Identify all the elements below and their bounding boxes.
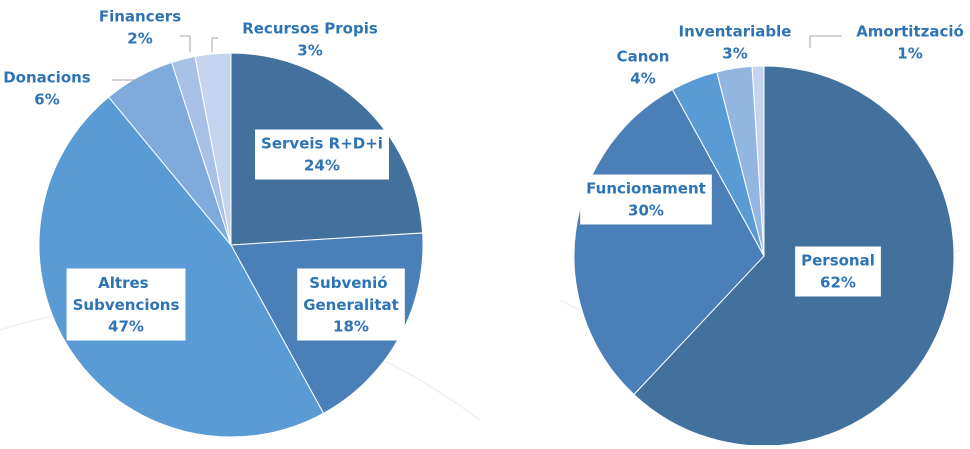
label-box <box>255 129 389 180</box>
label-box <box>580 174 712 225</box>
leader-line <box>211 37 218 52</box>
category-label: Financers <box>99 8 181 26</box>
value-label: 1% <box>897 45 922 63</box>
slice-label: Personal 62% <box>795 246 881 297</box>
value-label: 6% <box>34 91 59 109</box>
category-label: Donacions <box>3 69 91 87</box>
category-label: Recursos Propis <box>242 20 378 38</box>
label-box <box>297 268 405 341</box>
leader-line <box>180 35 191 52</box>
pie-slice <box>38 96 325 438</box>
pie-slice <box>633 65 955 447</box>
slice-label: Recursos Propis 3% <box>242 20 378 60</box>
pie-slice <box>194 52 232 246</box>
value-label: 2% <box>127 30 152 48</box>
category-label: Personal <box>801 252 875 270</box>
slice-label: Subvenió Generalitat 18% <box>297 268 405 341</box>
slice-label: Inventariable 3% <box>679 23 792 63</box>
pie-slice <box>573 88 765 396</box>
value-label: 24% <box>304 157 340 175</box>
slice-label: Altres Subvencions 47% <box>66 268 186 341</box>
slice-label: Donacions 6% <box>3 69 91 109</box>
slice-label: Canon 4% <box>617 48 670 88</box>
value-label: 3% <box>722 45 747 63</box>
category-label: Inventariable <box>679 23 792 41</box>
category-label: Canon <box>617 48 670 66</box>
label-box <box>66 268 186 341</box>
value-label: 18% <box>333 318 369 336</box>
category-label: Subvenió Generalitat <box>303 274 399 314</box>
slice-label: Serveis R+D+i 24% <box>255 129 389 180</box>
category-label: Serveis R+D+i <box>261 135 383 153</box>
leader-line <box>809 35 842 48</box>
value-label: 4% <box>630 70 655 88</box>
label-box <box>795 246 881 297</box>
value-label: 62% <box>820 274 856 292</box>
value-label: 47% <box>108 318 144 336</box>
value-label: 3% <box>297 42 322 60</box>
category-label: Altres Subvencions <box>73 274 180 314</box>
pie-slice <box>751 65 765 257</box>
slice-label: Amortització 1% <box>856 23 964 63</box>
value-label: 30% <box>628 202 664 220</box>
leader-line <box>112 79 141 82</box>
category-label: Amortització <box>856 23 964 41</box>
slice-label: Funcionament 30% <box>580 174 712 225</box>
category-label: Funcionament <box>586 180 706 198</box>
slice-label: Financers 2% <box>99 8 181 48</box>
